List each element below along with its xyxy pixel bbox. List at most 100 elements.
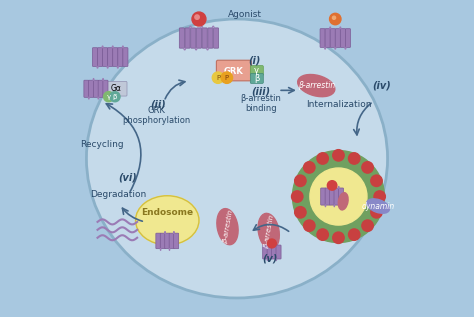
Circle shape (371, 207, 382, 218)
Circle shape (103, 92, 114, 102)
Circle shape (329, 13, 341, 25)
FancyBboxPatch shape (104, 81, 127, 96)
FancyBboxPatch shape (202, 28, 207, 48)
Text: β-arrestin: β-arrestin (263, 214, 274, 249)
Text: Gα: Gα (110, 84, 121, 93)
Ellipse shape (217, 209, 238, 245)
FancyBboxPatch shape (113, 48, 118, 67)
Circle shape (295, 175, 306, 186)
FancyBboxPatch shape (334, 188, 339, 205)
Circle shape (212, 72, 224, 83)
FancyBboxPatch shape (263, 245, 268, 259)
Text: β-arrestin
binding: β-arrestin binding (240, 94, 281, 113)
FancyBboxPatch shape (98, 48, 102, 67)
Circle shape (374, 191, 385, 202)
Circle shape (332, 16, 336, 19)
FancyBboxPatch shape (123, 48, 128, 67)
Circle shape (362, 162, 374, 173)
FancyBboxPatch shape (196, 28, 201, 48)
FancyBboxPatch shape (93, 80, 99, 97)
Text: Internalization: Internalization (306, 100, 371, 109)
FancyBboxPatch shape (320, 29, 325, 48)
Text: P: P (216, 75, 220, 81)
Circle shape (267, 239, 276, 248)
FancyBboxPatch shape (160, 233, 165, 249)
Text: β: β (113, 94, 117, 100)
Text: Recycling: Recycling (81, 140, 124, 149)
Text: (iv): (iv) (372, 81, 391, 91)
Text: GRK: GRK (224, 67, 244, 76)
FancyBboxPatch shape (102, 48, 108, 67)
FancyBboxPatch shape (325, 29, 330, 48)
FancyBboxPatch shape (214, 28, 219, 48)
FancyBboxPatch shape (98, 80, 103, 97)
Ellipse shape (338, 193, 348, 210)
Circle shape (328, 181, 337, 190)
Text: (ii): (ii) (150, 100, 165, 110)
Text: (iii): (iii) (251, 87, 270, 97)
FancyBboxPatch shape (191, 28, 196, 48)
Text: γ: γ (254, 66, 259, 75)
FancyBboxPatch shape (250, 74, 264, 83)
Circle shape (195, 15, 199, 19)
FancyBboxPatch shape (267, 245, 272, 259)
Text: β-arrestin: β-arrestin (221, 209, 234, 244)
Text: β-arrestin: β-arrestin (298, 81, 335, 90)
Text: γ: γ (107, 94, 110, 100)
Circle shape (333, 150, 344, 161)
Text: GRK
phosphorylation: GRK phosphorylation (122, 106, 190, 126)
FancyBboxPatch shape (165, 233, 170, 249)
FancyBboxPatch shape (173, 233, 179, 249)
Circle shape (348, 229, 360, 240)
Text: (vi): (vi) (118, 172, 137, 183)
FancyBboxPatch shape (185, 28, 190, 48)
FancyBboxPatch shape (208, 28, 213, 48)
Circle shape (303, 162, 315, 173)
Ellipse shape (136, 196, 199, 245)
FancyBboxPatch shape (330, 29, 335, 48)
Circle shape (221, 72, 233, 83)
Ellipse shape (258, 213, 279, 249)
Circle shape (317, 153, 328, 164)
FancyBboxPatch shape (338, 188, 344, 205)
Text: β: β (254, 74, 259, 83)
Circle shape (292, 191, 303, 202)
FancyBboxPatch shape (179, 28, 184, 48)
Text: Endosome: Endosome (141, 208, 193, 217)
Circle shape (295, 207, 306, 218)
Text: Degradation: Degradation (90, 191, 146, 199)
Ellipse shape (367, 199, 390, 213)
FancyBboxPatch shape (340, 29, 346, 48)
Circle shape (348, 153, 360, 164)
Circle shape (110, 92, 120, 102)
FancyBboxPatch shape (335, 29, 340, 48)
FancyBboxPatch shape (217, 60, 251, 81)
Ellipse shape (298, 74, 335, 97)
FancyBboxPatch shape (89, 80, 94, 97)
Circle shape (371, 175, 382, 186)
FancyBboxPatch shape (250, 66, 264, 75)
Ellipse shape (86, 19, 388, 298)
FancyBboxPatch shape (346, 29, 350, 48)
Text: (v): (v) (263, 253, 278, 263)
FancyBboxPatch shape (156, 233, 161, 249)
Circle shape (292, 151, 384, 243)
FancyBboxPatch shape (329, 188, 335, 205)
FancyBboxPatch shape (169, 233, 174, 249)
Circle shape (362, 220, 374, 231)
FancyBboxPatch shape (276, 245, 281, 259)
Text: (i): (i) (248, 55, 261, 65)
Circle shape (192, 12, 206, 26)
FancyBboxPatch shape (321, 188, 326, 205)
FancyBboxPatch shape (118, 48, 123, 67)
Circle shape (310, 168, 367, 225)
FancyBboxPatch shape (325, 188, 330, 205)
FancyBboxPatch shape (272, 245, 277, 259)
Circle shape (303, 220, 315, 231)
FancyBboxPatch shape (84, 80, 89, 97)
Text: P: P (225, 75, 229, 81)
FancyBboxPatch shape (92, 48, 98, 67)
FancyBboxPatch shape (103, 80, 108, 97)
Text: dynamin: dynamin (362, 202, 395, 210)
FancyBboxPatch shape (108, 48, 113, 67)
